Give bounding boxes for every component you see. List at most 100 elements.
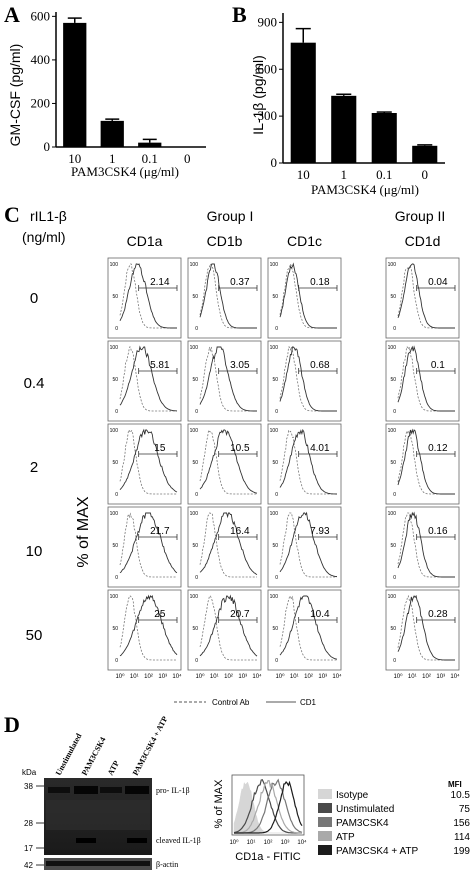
histogram-ytick: 100 — [110, 428, 119, 434]
histogram-ytick: 0 — [115, 575, 118, 581]
cd1-curve — [279, 262, 337, 329]
kda-marker: 28 — [24, 819, 33, 828]
histogram-xtick: 10⁴ — [172, 673, 182, 680]
histogram-ytick: 100 — [270, 345, 279, 351]
legend-swatch — [318, 789, 332, 799]
band-label-cleaved: cleaved IL-1β — [156, 836, 201, 845]
histogram-xtick: 10³ — [318, 674, 327, 680]
kda-label: kDa — [22, 768, 37, 777]
control-ab-curve — [119, 346, 177, 412]
flow-curve-atp — [233, 780, 303, 834]
histogram-frame — [187, 340, 262, 422]
histogram-xtick: 10⁰ — [393, 673, 403, 680]
histogram-xtick: 10⁰ — [275, 673, 285, 680]
histogram-ytick: 0 — [393, 492, 396, 498]
histogram-value: 21.7 — [150, 526, 170, 537]
cd1-curve — [119, 345, 178, 412]
flow-xtick: 10² — [264, 840, 273, 846]
chart-b-ytick-label: 0 — [271, 155, 278, 170]
legend-cd1: CD1 — [300, 698, 317, 707]
histogram-ytick: 100 — [388, 511, 397, 517]
cd1-curve — [397, 263, 455, 329]
flow-histogram: 10⁰ 10¹ 10² 10³ 10⁴ — [229, 774, 307, 846]
legend-mfi: 75 — [459, 804, 471, 815]
panel-c-letter: C — [4, 202, 20, 227]
flow-ylabel: % of MAX — [213, 779, 225, 829]
chart-a-bar — [63, 22, 87, 147]
histogram-ytick: 0 — [275, 575, 278, 581]
band-cleaved-il1b-lane4 — [127, 838, 147, 843]
band-label-pro: pro- IL-1β — [156, 786, 190, 795]
histogram-xtick: 10⁰ — [195, 673, 205, 680]
histogram-ytick: 0 — [115, 658, 118, 664]
chart-a-ytick-label: 0 — [44, 139, 51, 154]
group-1-label: Group I — [207, 208, 254, 224]
histogram-frame — [187, 257, 262, 339]
cd1-curve — [119, 263, 177, 329]
histogram-frame — [107, 506, 182, 588]
histogram-frame — [187, 423, 262, 505]
histogram-value: 7.93 — [310, 526, 330, 537]
panel-c: C rIL1-β (ng/ml) Group I Group II % of M… — [4, 202, 460, 707]
legend-control-ab: Control Ab — [212, 698, 250, 707]
histogram-value: 0.04 — [428, 277, 448, 288]
chart-b-bar — [290, 42, 316, 163]
lane-label: ATP — [106, 759, 121, 777]
chart-a-ytick-label: 200 — [31, 95, 51, 110]
histogram-xtick: 10² — [144, 674, 153, 680]
control-ab-curve — [279, 345, 337, 412]
blot-bands — [46, 786, 150, 843]
band-pro-il1b-lane3 — [100, 787, 122, 793]
chart-a-ytick-label: 600 — [31, 8, 51, 23]
column-header-cd1c: CD1c — [287, 233, 322, 249]
histogram-ytick: 50 — [192, 626, 198, 632]
legend-swatch — [318, 845, 332, 855]
band-pro-il1b-lane4 — [125, 786, 149, 794]
control-ab-curve — [279, 429, 337, 495]
cd1-curve — [279, 595, 338, 660]
legend-mfi: 10.5 — [451, 790, 471, 801]
legend-label: PAM3CSK4 — [336, 818, 389, 829]
row-header-unit: (ng/ml) — [22, 229, 66, 245]
cd1-curve — [119, 428, 178, 493]
histogram-xtick: 10⁴ — [450, 673, 460, 680]
histogram-ytick: 100 — [190, 511, 199, 517]
chart-a-xtick-label: 1 — [109, 151, 116, 166]
histogram-xtick: 10¹ — [290, 674, 299, 680]
histogram-ytick: 100 — [388, 594, 397, 600]
histogram-ytick: 100 — [190, 262, 199, 268]
cd1-curve — [199, 512, 258, 575]
mfi-header: MFI — [448, 780, 462, 789]
band-label-actin: β-actin — [156, 860, 178, 869]
group-2-label: Group II — [395, 208, 446, 224]
lane-label: Unstimulated — [54, 731, 84, 777]
histogram-frame — [267, 340, 342, 422]
panel-a-letter: A — [4, 2, 20, 27]
histogram-xtick: 10³ — [436, 674, 445, 680]
histogram-ytick: 100 — [270, 594, 279, 600]
histogram-ytick: 50 — [192, 377, 198, 383]
histogram-ytick: 50 — [272, 626, 278, 632]
histogram-frame — [267, 589, 342, 671]
histogram-ytick: 0 — [115, 326, 118, 332]
legend-swatch — [318, 831, 332, 841]
control-ab-curve — [199, 346, 257, 412]
control-ab-curve — [199, 263, 257, 329]
histogram-ytick: 50 — [112, 294, 118, 300]
cd1-curve — [397, 511, 455, 578]
histogram-ytick: 50 — [272, 377, 278, 383]
histogram-ytick: 0 — [275, 409, 278, 415]
histogram-value: 10.4 — [310, 609, 330, 620]
control-ab-curve — [199, 429, 257, 495]
histogram-value: 0.28 — [428, 609, 448, 620]
kda-markers: 38 28 17 42 — [24, 782, 44, 870]
chart-a-xtick-label: 10 — [68, 151, 81, 166]
panel-c-legend: Control Ab CD1 — [174, 698, 317, 707]
flow-curve-unstimulated — [233, 778, 302, 834]
control-ab-curve — [279, 512, 337, 578]
